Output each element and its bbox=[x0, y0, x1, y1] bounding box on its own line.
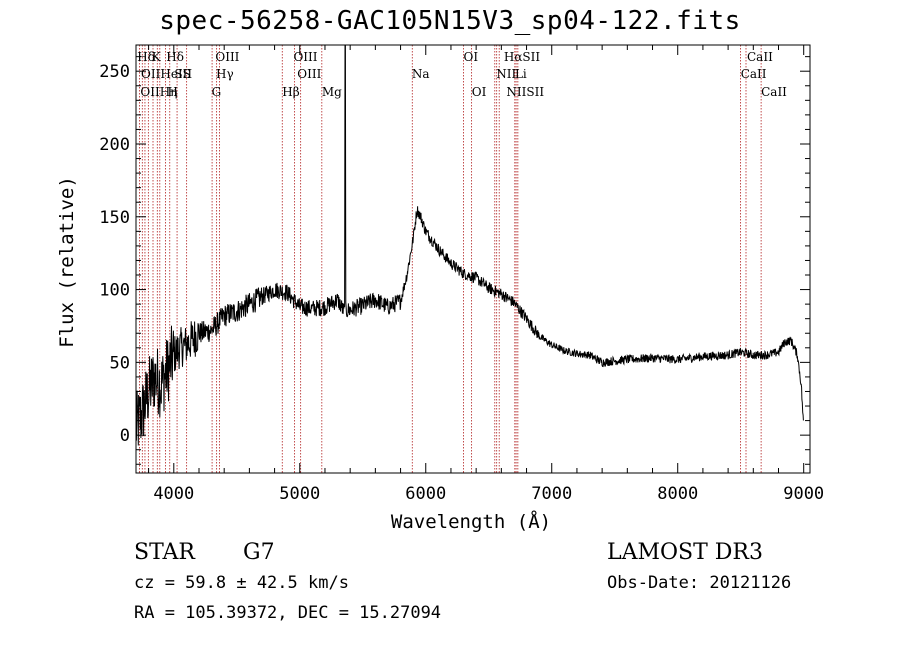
spectral-line-label: G bbox=[212, 85, 222, 99]
y-tick-label: 50 bbox=[110, 353, 130, 373]
x-tick-label: 9000 bbox=[783, 484, 824, 504]
spectral-line-label: Hδ bbox=[166, 50, 184, 64]
spectral-line-label: NIISII bbox=[506, 85, 544, 99]
spectral-line-label: NII bbox=[496, 67, 516, 81]
x-tick-label: 6000 bbox=[405, 484, 446, 504]
x-axis-label: Wavelength (Å) bbox=[391, 510, 551, 533]
x-tick-label: 4000 bbox=[153, 484, 194, 504]
redshift-velocity: cz = 59.8 ± 42.5 km/s bbox=[134, 573, 349, 593]
ra-dec-coordinates: RA = 105.39372, DEC = 15.27094 bbox=[134, 603, 442, 623]
spectral-line-label: HαSII bbox=[504, 50, 541, 64]
chart-axes bbox=[135, 44, 811, 474]
spectral-line-label: CaII bbox=[741, 67, 767, 81]
spectral-line-label: CaII bbox=[761, 85, 787, 99]
x-tick-label: 8000 bbox=[657, 484, 698, 504]
y-tick-label: 100 bbox=[99, 281, 130, 301]
observation-date: Obs-Date: 20121126 bbox=[607, 573, 792, 593]
y-tick-label: 250 bbox=[99, 62, 130, 82]
survey-name: LAMOST DR3 bbox=[607, 540, 763, 565]
spectral-line-label: Na bbox=[412, 67, 430, 81]
spectral-line-label: OI bbox=[472, 85, 487, 99]
spectral-line-label: Hβ bbox=[282, 85, 299, 99]
x-tick-label: 5000 bbox=[279, 484, 320, 504]
spectral-line-label: OIII bbox=[215, 50, 239, 64]
y-tick-label: 0 bbox=[120, 426, 130, 446]
y-axis-label: Flux (relative) bbox=[56, 176, 78, 348]
spectral-line-label: SII bbox=[174, 67, 192, 81]
chart-title: spec-56258-GAC105N15V3_sp04-122.fits bbox=[159, 6, 741, 36]
spectrum-line bbox=[135, 44, 804, 446]
x-tick-label: 7000 bbox=[531, 484, 572, 504]
spectral-line-label: Mg bbox=[322, 85, 342, 99]
spectral-line-markers bbox=[139, 45, 762, 473]
spectral-line-label: OIIHeIS bbox=[141, 67, 191, 81]
spectral-line-label: CaII bbox=[747, 50, 773, 64]
spectral-line-label: H bbox=[167, 85, 177, 99]
spectrum-layer bbox=[135, 44, 804, 446]
spectral-line-label: OIII bbox=[293, 50, 317, 64]
tick-labels: 4000 5000 6000 7000 8000 9000 0 50 100 150 200 250 bbox=[99, 62, 824, 504]
spectral-line-label: K bbox=[152, 50, 162, 64]
spectral-line-label: Hδ bbox=[137, 50, 155, 64]
y-tick-label: 200 bbox=[99, 135, 130, 155]
y-tick-label: 150 bbox=[99, 208, 130, 228]
object-subclass: G7 bbox=[243, 540, 275, 565]
spectral-line-label: Li bbox=[515, 67, 527, 81]
object-class: STAR bbox=[134, 540, 195, 565]
spectral-line-label: OIIHη bbox=[140, 85, 177, 99]
spectral-line-label: OIII bbox=[297, 67, 321, 81]
spectral-line-label: Hγ bbox=[216, 67, 234, 81]
spectral-line-label: OI bbox=[464, 50, 479, 64]
plot-frame bbox=[135, 44, 811, 474]
